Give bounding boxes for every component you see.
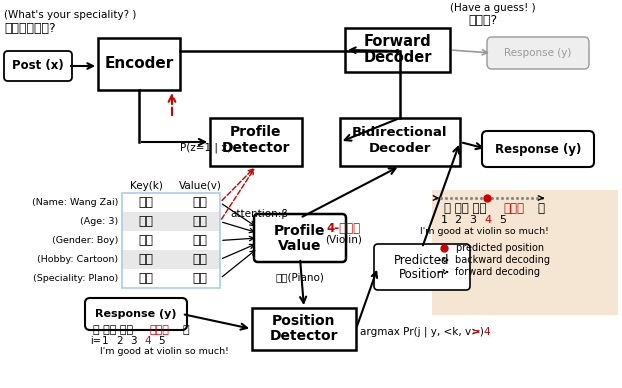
Text: 特长: 特长	[139, 272, 154, 285]
Text: Predicted: Predicted	[394, 255, 450, 267]
Text: = 4: = 4	[472, 327, 491, 337]
Text: 小提琴: 小提琴	[503, 201, 524, 215]
Text: Decoder: Decoder	[363, 50, 432, 66]
Text: 1: 1	[102, 336, 109, 346]
Text: ！: ！	[537, 201, 544, 215]
Text: ！: ！	[183, 325, 190, 335]
Text: 3: 3	[470, 215, 476, 225]
Text: Value(v): Value(v)	[179, 181, 221, 191]
Bar	[252, 308, 356, 350]
Text: 2: 2	[116, 336, 123, 346]
FancyBboxPatch shape	[487, 37, 589, 69]
Text: (Have a guess! ): (Have a guess! )	[450, 3, 536, 13]
Text: argmax Pr(j | y, <k, v>): argmax Pr(j | y, <k, v>)	[360, 327, 484, 337]
Bar	[122, 269, 220, 288]
Text: Response (y): Response (y)	[95, 309, 177, 319]
Text: (Gender: Boy): (Gender: Boy)	[52, 236, 118, 245]
FancyBboxPatch shape	[85, 298, 187, 330]
Text: Post (x): Post (x)	[12, 59, 64, 73]
Bar	[98, 38, 180, 90]
Text: (Name: Wang Zai): (Name: Wang Zai)	[32, 198, 118, 207]
Text: 姓名: 姓名	[139, 196, 154, 209]
Bar	[210, 118, 302, 166]
Bar	[122, 250, 220, 269]
Text: Forward: Forward	[364, 33, 432, 48]
Text: 性别: 性别	[139, 234, 154, 247]
FancyBboxPatch shape	[254, 214, 346, 262]
Text: Key(k): Key(k)	[129, 181, 162, 191]
Text: 4: 4	[144, 336, 151, 346]
Text: 你猜呀?: 你猜呀?	[468, 14, 497, 26]
Text: 钢琴(Piano): 钢琴(Piano)	[276, 272, 325, 282]
Text: 三岁: 三岁	[192, 215, 208, 228]
Bar	[122, 193, 220, 288]
Text: 汪仔: 汪仔	[192, 196, 208, 209]
Text: Response (y): Response (y)	[504, 48, 572, 58]
Text: i=: i=	[90, 336, 101, 346]
Text: backward decoding: backward decoding	[455, 255, 550, 265]
Text: Decoder: Decoder	[369, 142, 431, 154]
FancyBboxPatch shape	[4, 51, 72, 81]
Text: 你有什么特长?: 你有什么特长?	[4, 22, 55, 35]
Text: 小提琴: 小提琴	[150, 325, 170, 335]
Text: Detector: Detector	[222, 141, 290, 155]
Text: 4-小提琴: 4-小提琴	[327, 222, 361, 234]
FancyBboxPatch shape	[374, 244, 470, 290]
Text: Value: Value	[278, 239, 322, 253]
Text: 5: 5	[158, 336, 165, 346]
Text: attention:β: attention:β	[230, 209, 288, 219]
Text: 3: 3	[130, 336, 137, 346]
Text: Response (y): Response (y)	[495, 142, 581, 156]
Text: 4: 4	[485, 215, 491, 225]
Text: (What's your speciality? ): (What's your speciality? )	[4, 10, 136, 20]
Text: forward decoding: forward decoding	[455, 267, 540, 277]
Text: (Violin): (Violin)	[325, 235, 363, 245]
Text: I'm good at violin so much!: I'm good at violin so much!	[100, 348, 229, 357]
Text: Bidirectional: Bidirectional	[352, 125, 448, 139]
Text: Position: Position	[272, 314, 336, 328]
Text: 5: 5	[499, 215, 506, 225]
Text: (Hobby: Cartoon): (Hobby: Cartoon)	[37, 255, 118, 264]
Text: Detector: Detector	[270, 329, 338, 343]
Text: 我 非常 擅长: 我 非常 擅长	[93, 325, 133, 335]
Text: 动漫: 动漫	[192, 253, 208, 266]
Text: 男孩: 男孩	[192, 234, 208, 247]
Text: (Age: 3): (Age: 3)	[80, 217, 118, 226]
Bar	[122, 212, 220, 231]
Bar	[340, 118, 460, 166]
Bar	[345, 28, 450, 72]
FancyBboxPatch shape	[482, 131, 594, 167]
Text: 2: 2	[455, 215, 462, 225]
Text: I'm good at violin so much!: I'm good at violin so much!	[420, 227, 549, 236]
Text: P(z=1 | x): P(z=1 | x)	[180, 143, 231, 153]
Text: 1: 1	[440, 215, 447, 225]
Bar	[432, 190, 618, 315]
Bar	[122, 231, 220, 250]
Text: Position: Position	[399, 267, 445, 281]
Text: Encoder: Encoder	[104, 57, 174, 71]
Text: 年龄: 年龄	[139, 215, 154, 228]
Text: Profile: Profile	[274, 224, 326, 238]
Bar	[122, 193, 220, 212]
Text: 钢琴: 钢琴	[192, 272, 208, 285]
Text: Profile: Profile	[230, 125, 282, 139]
Text: (Speciality: Plano): (Speciality: Plano)	[33, 274, 118, 283]
Text: 爱好: 爱好	[139, 253, 154, 266]
Text: 我 非常 擅长: 我 非常 擅长	[444, 201, 486, 215]
Text: predicted position: predicted position	[456, 243, 544, 253]
